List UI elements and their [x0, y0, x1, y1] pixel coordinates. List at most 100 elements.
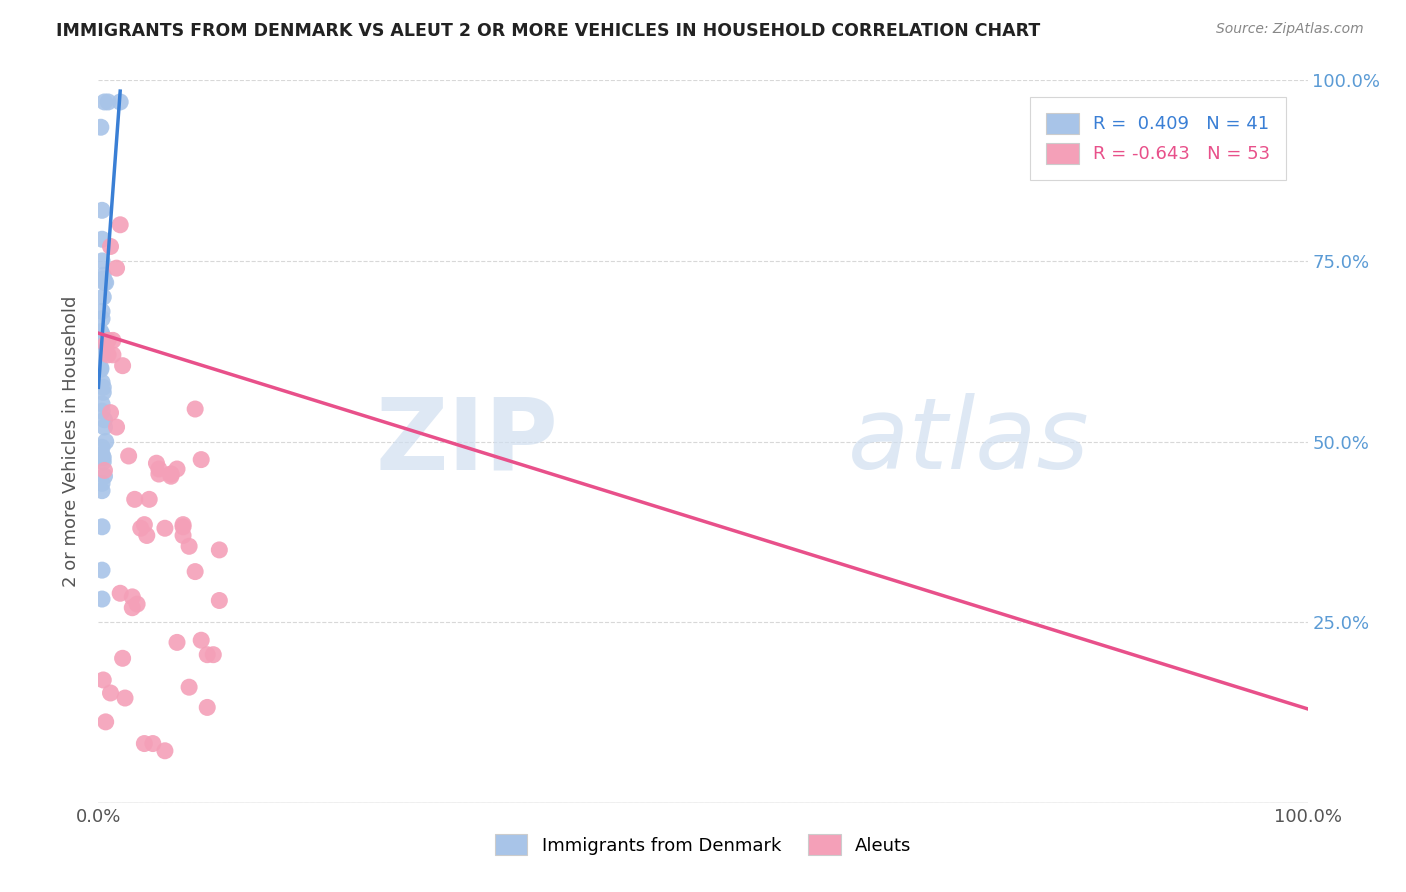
Point [97, 95, 120, 109]
Point [93, 276, 115, 290]
Point [91, 455, 114, 469]
Point [153, 744, 176, 758]
Point [208, 542, 231, 557]
Point [91, 311, 114, 326]
Point [111, 359, 134, 373]
Point [90, 326, 112, 340]
Point [91, 476, 114, 491]
Point [91, 592, 114, 607]
Point [90, 362, 112, 376]
Point [91, 232, 114, 246]
Point [100, 239, 122, 253]
Point [91, 520, 114, 534]
Point [93, 413, 115, 427]
Point [114, 691, 136, 706]
Point [97, 348, 120, 362]
Point [91, 268, 114, 283]
Point [172, 528, 194, 542]
Point [91, 376, 114, 390]
Point [91, 397, 114, 411]
Point [105, 420, 128, 434]
Point [91, 483, 114, 498]
Point [93, 420, 115, 434]
Point [91, 334, 114, 349]
Point [134, 517, 156, 532]
Point [90, 360, 112, 375]
Point [105, 261, 128, 276]
Point [160, 467, 183, 481]
Point [94, 276, 117, 290]
Point [121, 600, 143, 615]
Point [97, 334, 120, 348]
Point [101, 334, 124, 348]
Point [134, 737, 156, 751]
Point [124, 492, 146, 507]
Point [94, 714, 117, 729]
Point [94, 337, 117, 351]
Point [108, 95, 131, 109]
Text: atlas: atlas [848, 393, 1090, 490]
Point [166, 635, 188, 649]
Point [91, 203, 114, 218]
Point [91, 327, 114, 342]
Point [91, 440, 114, 454]
Point [138, 492, 160, 507]
Point [135, 528, 157, 542]
Text: Source: ZipAtlas.com: Source: ZipAtlas.com [1216, 22, 1364, 37]
Point [142, 737, 165, 751]
Point [91, 450, 114, 465]
Point [91, 253, 114, 268]
Point [91, 385, 114, 400]
Point [91, 332, 114, 346]
Point [93, 469, 115, 483]
Point [121, 590, 143, 604]
Point [195, 700, 218, 714]
Y-axis label: 2 or more Vehicles in Household: 2 or more Vehicles in Household [62, 296, 80, 587]
Point [91, 448, 114, 462]
Point [208, 593, 231, 607]
Point [101, 348, 124, 362]
Point [195, 648, 218, 662]
Point [111, 651, 134, 665]
Point [91, 348, 114, 362]
Point [160, 469, 183, 483]
Point [91, 304, 114, 318]
Legend: Immigrants from Denmark, Aleuts: Immigrants from Denmark, Aleuts [488, 827, 918, 863]
Point [118, 449, 141, 463]
Point [100, 686, 122, 700]
Point [91, 290, 114, 304]
Point [127, 597, 149, 611]
Point [108, 586, 131, 600]
Point [166, 462, 188, 476]
Point [153, 521, 176, 535]
Point [148, 467, 170, 481]
Point [91, 380, 114, 394]
Point [190, 633, 212, 648]
Point [90, 325, 112, 339]
Point [172, 517, 194, 532]
Point [91, 563, 114, 577]
Point [90, 120, 112, 135]
Point [129, 521, 152, 535]
Point [91, 330, 114, 344]
Point [93, 95, 115, 109]
Point [108, 218, 131, 232]
Point [160, 467, 183, 481]
Point [179, 680, 201, 694]
Point [179, 539, 201, 553]
Point [184, 565, 207, 579]
Point [91, 272, 114, 286]
Point [91, 404, 114, 418]
Text: IMMIGRANTS FROM DENMARK VS ALEUT 2 OR MORE VEHICLES IN HOUSEHOLD CORRELATION CHA: IMMIGRANTS FROM DENMARK VS ALEUT 2 OR MO… [56, 22, 1040, 40]
Point [94, 434, 117, 449]
Point [148, 462, 170, 476]
Point [184, 402, 207, 417]
Point [100, 406, 122, 420]
Point [202, 648, 225, 662]
Point [93, 463, 115, 477]
Point [172, 520, 194, 534]
Point [91, 673, 114, 687]
Point [190, 452, 212, 467]
Text: ZIP: ZIP [375, 393, 558, 490]
Point [145, 456, 167, 470]
